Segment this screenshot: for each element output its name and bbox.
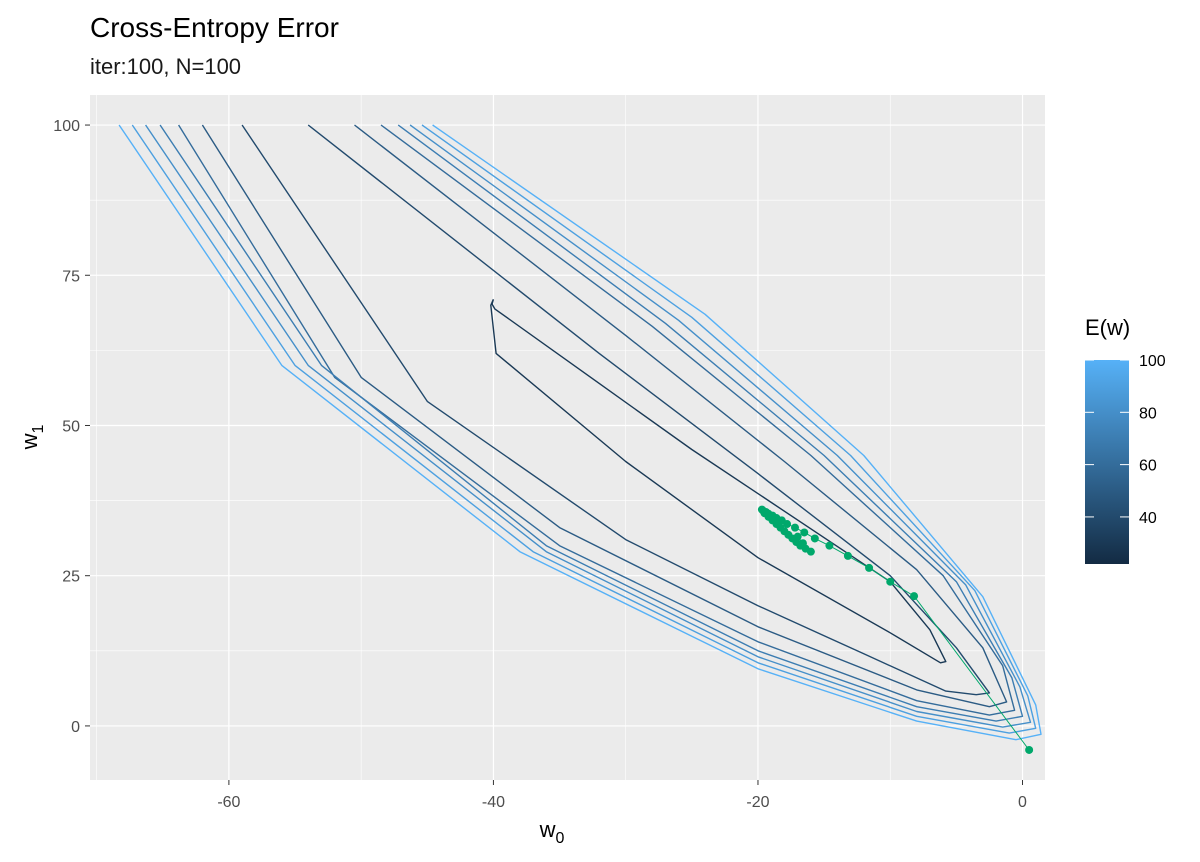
x-axis-title: w0 <box>539 817 565 847</box>
gd-point <box>798 539 807 548</box>
gd-point <box>791 523 800 532</box>
gd-point <box>825 541 834 550</box>
contour-line-30 <box>490 299 947 664</box>
contour-line-80 <box>145 124 1032 728</box>
legend-break-label: 80 <box>1139 405 1157 422</box>
y-tick-label: 50 <box>62 418 80 435</box>
x-axis: -60 -40 -20 0 <box>217 780 1027 811</box>
gd-point <box>910 592 919 601</box>
x-tick-label: -20 <box>746 794 769 811</box>
gd-point <box>800 528 809 537</box>
grid-minor <box>90 95 1045 780</box>
contour-line-90 <box>131 124 1037 734</box>
contour-lines <box>118 124 1042 741</box>
y-tick-label: 75 <box>62 268 80 285</box>
y-tick-label: 0 <box>71 719 80 736</box>
gradient-descent-path <box>757 505 1034 754</box>
contour-line-100 <box>118 124 1042 741</box>
chart-title: Cross-Entropy Error <box>90 12 339 43</box>
gd-point <box>806 547 815 556</box>
gd-point <box>886 577 895 586</box>
legend-break-label: 100 <box>1139 353 1166 370</box>
y-tick-label: 100 <box>53 118 80 135</box>
legend-break-label: 60 <box>1139 458 1157 475</box>
y-axis: 0 25 50 75 100 <box>53 118 90 736</box>
legend-breaks: 40 60 80 100 <box>1085 353 1166 527</box>
legend-break-label: 40 <box>1139 510 1157 527</box>
y-tick-label: 25 <box>62 569 80 586</box>
chart-subtitle: iter:100, N=100 <box>90 54 241 79</box>
plot-panel <box>90 95 1045 780</box>
x-tick-label: -40 <box>482 794 505 811</box>
contour-line-70 <box>159 124 1024 722</box>
x-tick-label: -60 <box>217 794 240 811</box>
y-axis-title: w1 <box>17 425 47 451</box>
gd-point <box>843 551 852 560</box>
gd-point <box>1025 745 1034 754</box>
legend-title: E(w) <box>1085 315 1130 340</box>
gd-point <box>793 532 802 541</box>
contour-line-50 <box>201 124 1008 708</box>
gd-point <box>810 534 819 543</box>
x-tick-label: 0 <box>1018 794 1027 811</box>
gd-point <box>865 563 874 572</box>
contour-line-40 <box>241 124 991 696</box>
legend: E(w) 40 60 80 100 <box>1085 315 1166 564</box>
contour-line-60 <box>178 124 1016 716</box>
legend-colorbar <box>1085 360 1129 564</box>
